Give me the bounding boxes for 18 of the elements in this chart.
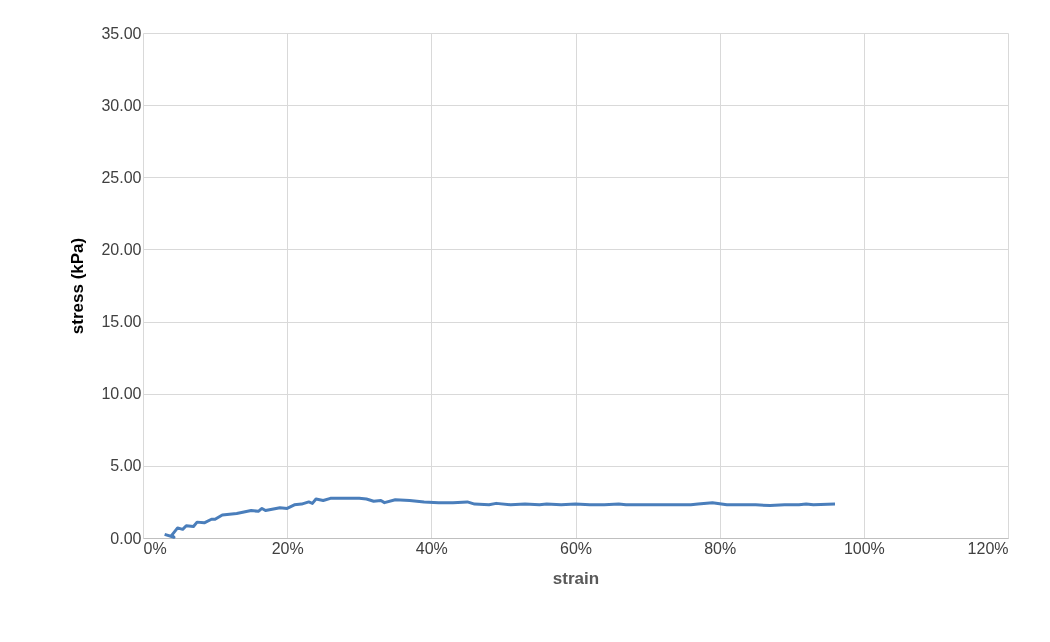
x-tick-label: 100% — [843, 539, 885, 557]
y-tick-label: 0.00 — [110, 529, 142, 547]
x-axis-title: strain — [552, 568, 600, 588]
y-tick-label: 25.00 — [101, 168, 142, 186]
y-tick-label: 30.00 — [101, 96, 142, 114]
y-tick-label: 10.00 — [101, 385, 142, 403]
y-tick-label: 5.00 — [110, 457, 142, 475]
x-tick-label: 80% — [704, 539, 737, 557]
y-tick-label: 20.00 — [101, 240, 142, 258]
y-tick-label: 15.00 — [101, 313, 142, 331]
x-tick-label: 120% — [967, 539, 1009, 557]
y-axis-title: stress (kPa) — [68, 237, 88, 335]
line-series — [163, 496, 837, 539]
x-tick-label: 0% — [143, 539, 167, 557]
y-tick-label: 35.00 — [101, 24, 142, 42]
x-tick-label: 40% — [415, 539, 448, 557]
x-tick-label: 60% — [559, 539, 593, 557]
x-tick-label: 20% — [271, 539, 304, 557]
